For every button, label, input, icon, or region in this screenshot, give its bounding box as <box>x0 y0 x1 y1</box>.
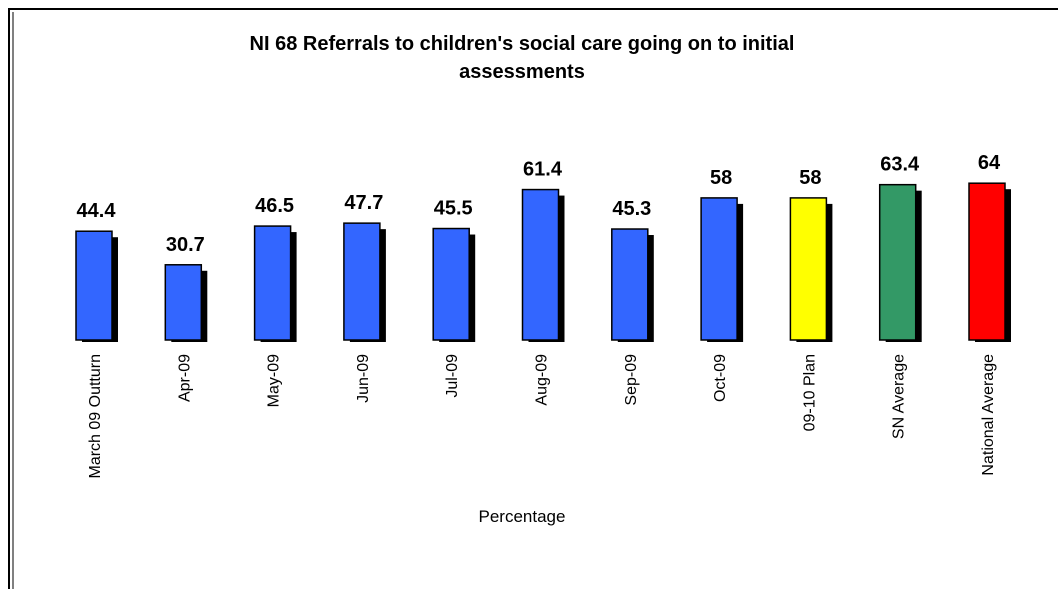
x-tick-label-9: SN Average <box>891 354 908 439</box>
bar-10 <box>968 182 1006 341</box>
value-label-3: 47.7 <box>344 192 383 214</box>
value-label-7: 58 <box>710 167 732 189</box>
x-tick-label-5: Aug-09 <box>534 354 551 406</box>
x-tick-label-0: March 09 Outturn <box>87 354 104 479</box>
bar-6 <box>611 228 649 341</box>
value-label-10: 64 <box>978 152 1001 174</box>
x-tick-label-1: Apr-09 <box>176 354 193 402</box>
chart-title-line-1: NI 68 Referrals to children's social car… <box>250 33 795 55</box>
x-tick-label-6: Sep-09 <box>623 354 640 406</box>
x-tick-label-8: 09-10 Plan <box>801 354 818 431</box>
value-label-2: 46.5 <box>255 195 294 217</box>
value-label-0: 44.4 <box>77 200 117 222</box>
x-tick-label-4: Jul-09 <box>444 354 461 398</box>
bar-4 <box>432 227 470 341</box>
bar-5 <box>521 188 560 341</box>
bar-8 <box>789 197 828 341</box>
x-tick-label-10: National Average <box>980 354 997 476</box>
bar-1 <box>164 264 203 341</box>
value-label-5: 61.4 <box>523 159 563 181</box>
bar-7 <box>700 197 738 341</box>
bar-2 <box>253 225 292 341</box>
value-label-6: 45.3 <box>612 198 651 220</box>
bar-3 <box>343 222 381 341</box>
x-tick-label-7: Oct-09 <box>712 354 729 402</box>
value-label-9: 63.4 <box>880 154 920 176</box>
value-label-4: 45.5 <box>434 198 473 220</box>
x-tick-label-2: May-09 <box>266 354 283 407</box>
bar-9 <box>878 183 917 341</box>
chart-title-line-2: assessments <box>459 61 585 83</box>
bar-0 <box>75 230 113 341</box>
value-label-1: 30.7 <box>166 234 205 256</box>
value-label-8: 58 <box>799 167 821 189</box>
bars-group: 44.4 March 09 Outturn 30.7 Apr-09 46.5 May-09… <box>75 152 1011 479</box>
x-tick-label-3: Jun-09 <box>355 354 372 403</box>
x-axis-label: Percentage <box>479 507 566 526</box>
